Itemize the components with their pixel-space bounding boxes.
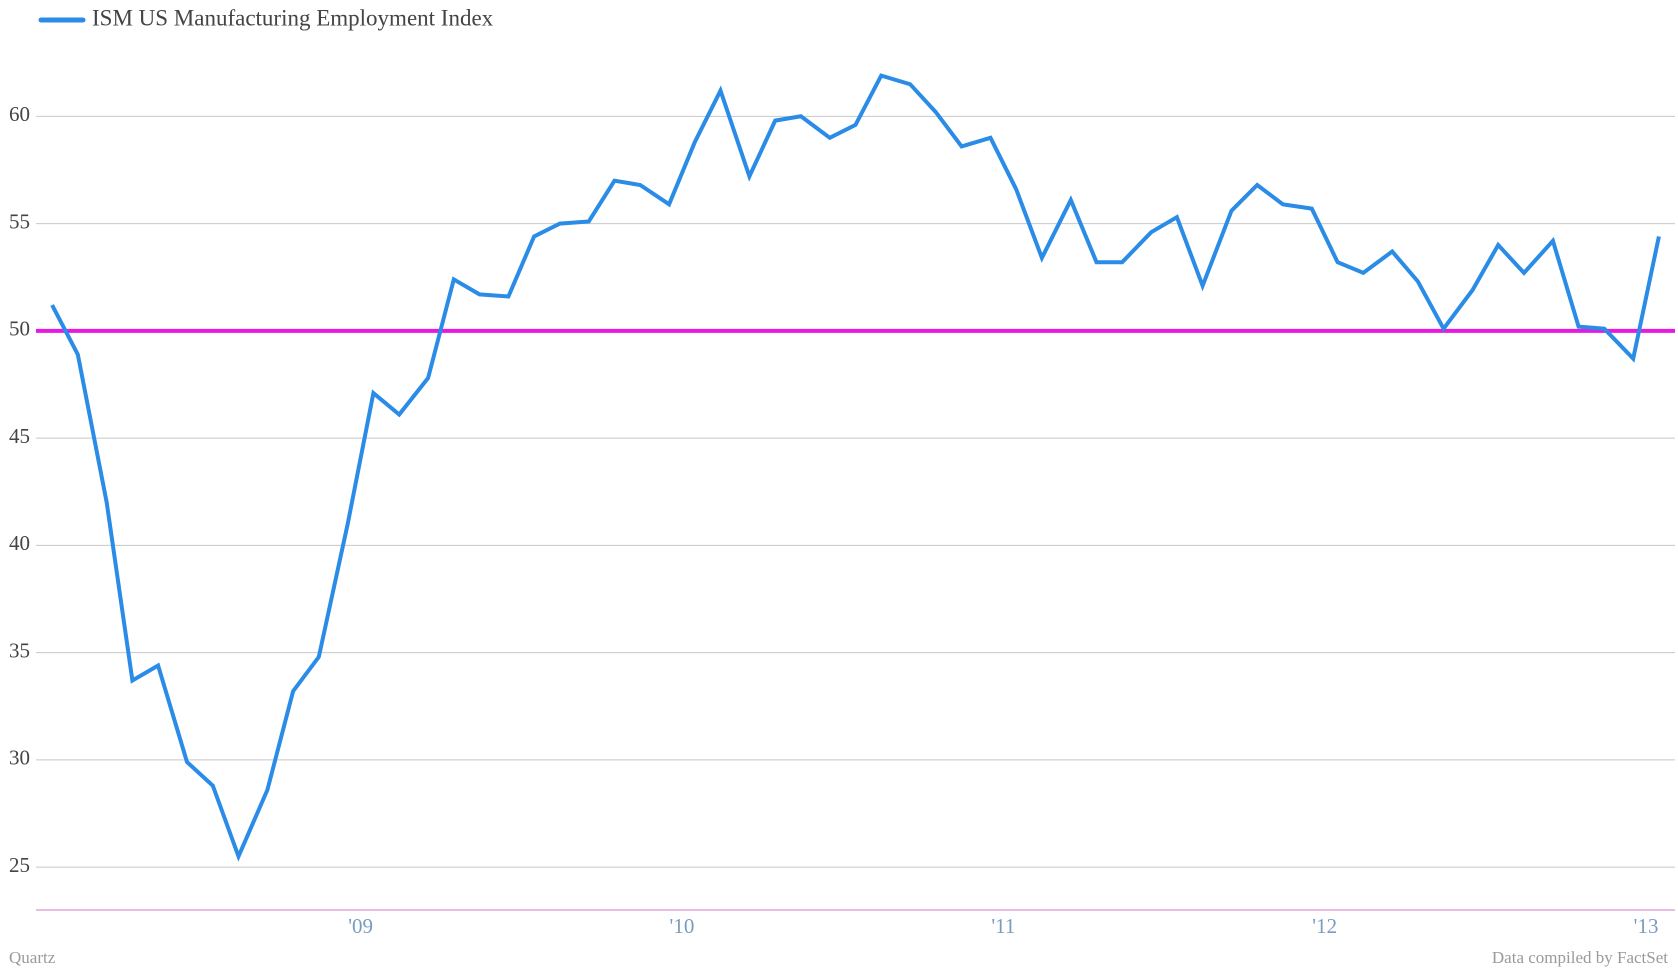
data-line (50, 73, 1661, 862)
y-tick-label: 45 (9, 424, 30, 448)
y-tick-label: 55 (9, 209, 30, 233)
y-tick-label: 30 (9, 746, 30, 770)
y-tick-label: 50 (9, 317, 30, 341)
y-tick-label: 25 (9, 853, 30, 877)
x-tick-label: '11 (991, 914, 1015, 938)
y-tick-label: 60 (9, 102, 30, 126)
x-tick-label: '12 (1312, 914, 1337, 938)
x-tick-label: '09 (348, 914, 373, 938)
legend-label: ISM US Manufacturing Employment Index (92, 5, 494, 30)
y-tick-label: 40 (9, 531, 30, 555)
source-left: Quartz (9, 948, 56, 967)
x-tick-label: '10 (670, 914, 695, 938)
source-right: Data compiled by FactSet (1492, 948, 1668, 967)
x-tick-label: '13 (1634, 914, 1659, 938)
y-tick-label: 35 (9, 638, 30, 662)
